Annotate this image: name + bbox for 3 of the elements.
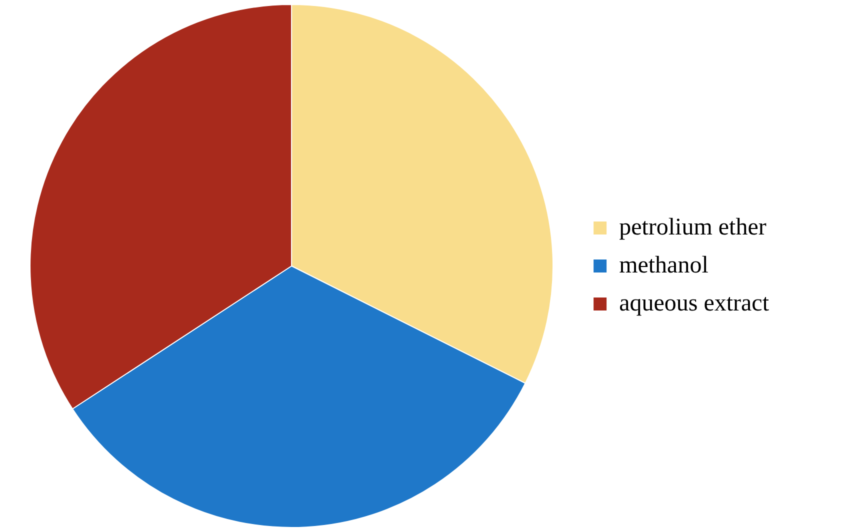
legend-label: methanol (619, 252, 709, 278)
legend-label: petrolium ether (619, 214, 766, 240)
legend-label: aqueous extract (619, 290, 770, 316)
